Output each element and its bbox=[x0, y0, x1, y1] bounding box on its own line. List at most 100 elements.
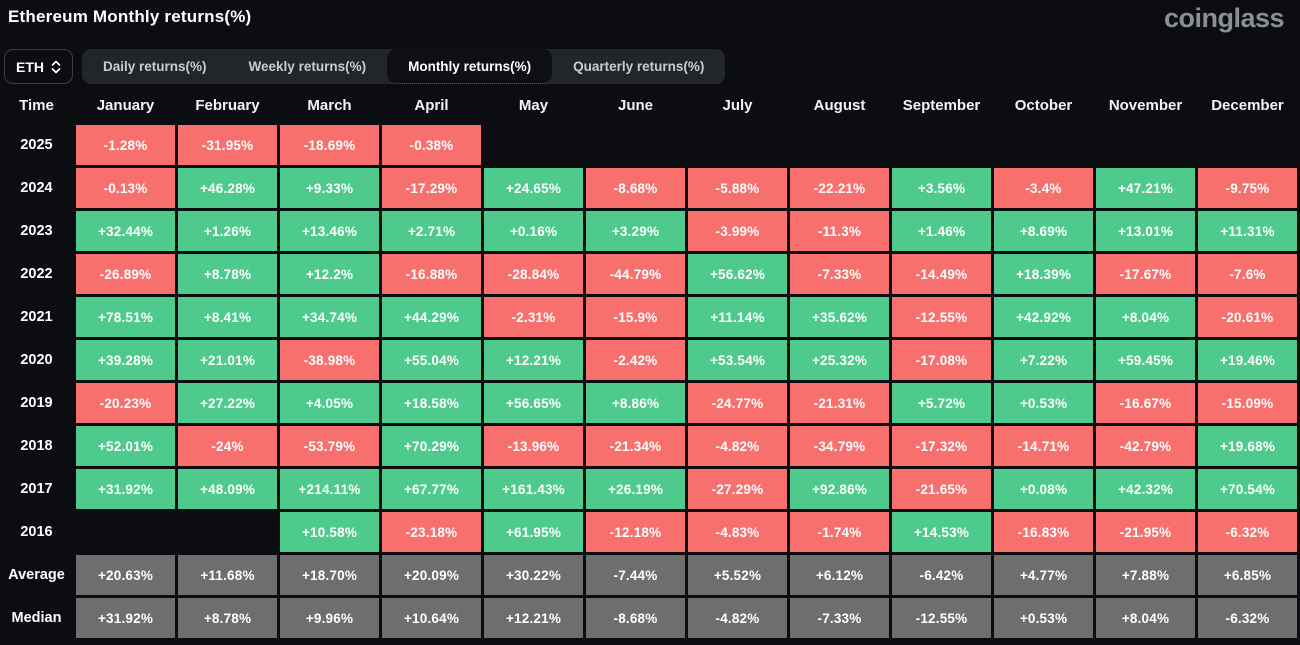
column-header-june: June bbox=[617, 96, 653, 114]
return-cell: +78.51% bbox=[76, 297, 175, 337]
return-cell: -4.82% bbox=[688, 598, 787, 638]
symbol-select[interactable]: ETH bbox=[4, 49, 73, 84]
return-cell: +55.04% bbox=[382, 340, 481, 380]
return-cell: +8.41% bbox=[178, 297, 277, 337]
chevron-up-down-icon bbox=[51, 60, 61, 73]
return-cell: -23.18% bbox=[382, 512, 481, 552]
tab-daily-returns[interactable]: Daily returns(%) bbox=[82, 49, 228, 84]
return-cell: -24% bbox=[178, 426, 277, 466]
return-cell bbox=[1198, 125, 1297, 165]
return-cell: -14.49% bbox=[892, 254, 991, 294]
row-label-2025: 2025 bbox=[20, 137, 53, 153]
return-cell: -21.34% bbox=[586, 426, 685, 466]
return-cell: +6.85% bbox=[1198, 555, 1297, 595]
row-label-2021: 2021 bbox=[20, 309, 53, 325]
return-cell: +20.63% bbox=[76, 555, 175, 595]
tab-weekly-returns[interactable]: Weekly returns(%) bbox=[228, 49, 388, 84]
return-cell: +8.04% bbox=[1096, 297, 1195, 337]
return-cell: -17.08% bbox=[892, 340, 991, 380]
return-cell bbox=[76, 512, 175, 552]
tab-quarterly-returns[interactable]: Quarterly returns(%) bbox=[552, 49, 725, 84]
row-label-2016: 2016 bbox=[20, 524, 53, 540]
return-cell: -6.32% bbox=[1198, 512, 1297, 552]
return-cell: +0.16% bbox=[484, 211, 583, 251]
return-cell: +19.68% bbox=[1198, 426, 1297, 466]
return-cell: +7.88% bbox=[1096, 555, 1195, 595]
return-cell: +26.19% bbox=[586, 469, 685, 509]
return-cell: -2.31% bbox=[484, 297, 583, 337]
return-cell: -7.33% bbox=[790, 254, 889, 294]
return-cell: +25.32% bbox=[790, 340, 889, 380]
tab-monthly-returns[interactable]: Monthly returns(%) bbox=[387, 49, 553, 84]
return-cell: +24.65% bbox=[484, 168, 583, 208]
return-cell: -4.82% bbox=[688, 426, 787, 466]
return-cell: -15.09% bbox=[1198, 383, 1297, 423]
return-cell: +18.39% bbox=[994, 254, 1093, 294]
return-cell: -15.9% bbox=[586, 297, 685, 337]
return-cell: +4.77% bbox=[994, 555, 1093, 595]
return-cell: +13.01% bbox=[1096, 211, 1195, 251]
return-cell: +12.2% bbox=[280, 254, 379, 294]
column-header-january: January bbox=[96, 96, 155, 114]
return-cell: -9.75% bbox=[1198, 168, 1297, 208]
return-cell: -12.55% bbox=[892, 598, 991, 638]
return-cell: +42.92% bbox=[994, 297, 1093, 337]
return-cell: +13.46% bbox=[280, 211, 379, 251]
return-cell: +12.21% bbox=[484, 340, 583, 380]
return-cell: +21.01% bbox=[178, 340, 277, 380]
return-cell: -13.96% bbox=[484, 426, 583, 466]
column-header-february: February bbox=[195, 96, 260, 114]
return-cell: +18.70% bbox=[280, 555, 379, 595]
return-cell: -16.67% bbox=[1096, 383, 1195, 423]
return-cell: +61.95% bbox=[484, 512, 583, 552]
return-cell: +56.62% bbox=[688, 254, 787, 294]
return-cell: +4.05% bbox=[280, 383, 379, 423]
return-cell: -28.84% bbox=[484, 254, 583, 294]
column-header-march: March bbox=[307, 96, 352, 114]
column-header-september: September bbox=[902, 96, 981, 114]
return-cell bbox=[790, 125, 889, 165]
column-header-july: July bbox=[722, 96, 753, 114]
return-cell: -31.95% bbox=[178, 125, 277, 165]
return-cell: +70.54% bbox=[1198, 469, 1297, 509]
return-cell: -26.89% bbox=[76, 254, 175, 294]
return-cell: +8.86% bbox=[586, 383, 685, 423]
return-cell: -8.68% bbox=[586, 598, 685, 638]
return-cell: -17.29% bbox=[382, 168, 481, 208]
return-cell: +70.29% bbox=[382, 426, 481, 466]
return-cell bbox=[1096, 125, 1195, 165]
return-cell: -2.42% bbox=[586, 340, 685, 380]
return-cell: -12.18% bbox=[586, 512, 685, 552]
return-cell: +10.58% bbox=[280, 512, 379, 552]
return-cell: +12.21% bbox=[484, 598, 583, 638]
return-cell: -3.99% bbox=[688, 211, 787, 251]
return-cell: -42.79% bbox=[1096, 426, 1195, 466]
return-cell: -0.13% bbox=[76, 168, 175, 208]
returns-period-tabs: Daily returns(%) Weekly returns(%) Monthly… bbox=[82, 49, 726, 84]
page-title: Ethereum Monthly returns(%) bbox=[8, 7, 252, 26]
return-cell: -11.3% bbox=[790, 211, 889, 251]
return-cell: +11.68% bbox=[178, 555, 277, 595]
column-header-december: December bbox=[1211, 96, 1284, 114]
return-cell: +11.31% bbox=[1198, 211, 1297, 251]
return-cell: +39.28% bbox=[76, 340, 175, 380]
return-cell bbox=[688, 125, 787, 165]
return-cell bbox=[892, 125, 991, 165]
return-cell: -27.29% bbox=[688, 469, 787, 509]
coinglass-logo: coinglass bbox=[1163, 3, 1285, 33]
return-cell: +10.64% bbox=[382, 598, 481, 638]
return-cell: -21.95% bbox=[1096, 512, 1195, 552]
return-cell: +3.56% bbox=[892, 168, 991, 208]
return-cell: -5.88% bbox=[688, 168, 787, 208]
return-cell: +5.52% bbox=[688, 555, 787, 595]
return-cell: +8.78% bbox=[178, 254, 277, 294]
return-cell: -17.67% bbox=[1096, 254, 1195, 294]
return-cell: -53.79% bbox=[280, 426, 379, 466]
return-cell: -0.38% bbox=[382, 125, 481, 165]
symbol-select-value: ETH bbox=[16, 58, 44, 75]
return-cell: +56.65% bbox=[484, 383, 583, 423]
return-cell: +8.69% bbox=[994, 211, 1093, 251]
return-cell: -22.21% bbox=[790, 168, 889, 208]
return-cell: +32.44% bbox=[76, 211, 175, 251]
